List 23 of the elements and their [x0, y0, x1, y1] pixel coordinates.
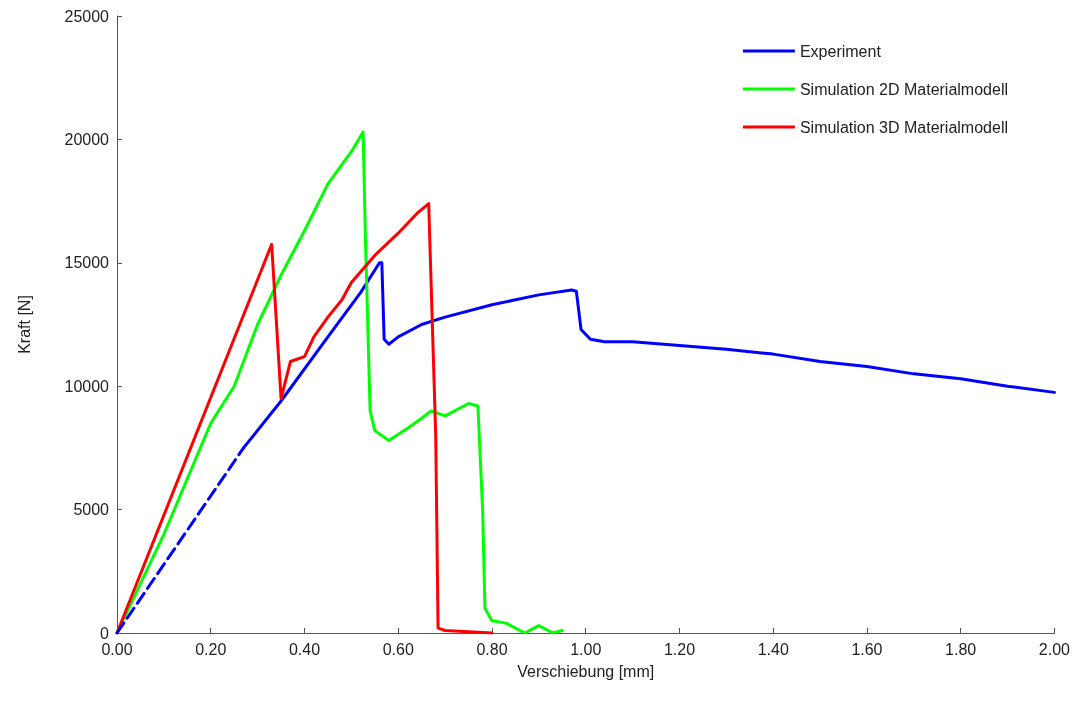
x-tick-label: 2.00: [1038, 640, 1071, 658]
x-tick-label: 0.60: [382, 640, 414, 658]
x-tick-label: 0.00: [101, 640, 133, 658]
y-tick-label: 15000: [64, 254, 110, 272]
x-tick-label: 0.20: [195, 640, 227, 658]
x-tick-label: 0.80: [476, 640, 508, 658]
y-tick-label: 25000: [64, 7, 110, 25]
x-tick-label: 1.20: [663, 640, 696, 658]
legend-label: Simulation 3D Materialmodell: [799, 118, 1009, 136]
x-tick-label: 1.80: [945, 640, 977, 658]
y-axis-title: Kraft [N]: [15, 295, 33, 354]
y-tick-label: 0: [100, 624, 110, 642]
x-tick-label: 1.60: [851, 640, 883, 658]
y-tick-label: 20000: [64, 130, 110, 148]
line-series: [115, 202, 494, 635]
legend-label: Simulation 2D Materialmodell: [799, 80, 1009, 98]
y-tick-label: 10000: [64, 377, 110, 395]
x-tick-label: 1.40: [757, 640, 789, 658]
x-tick-label: 1.00: [570, 640, 602, 658]
x-tick-label: 0.40: [288, 640, 321, 658]
y-tick-label: 5000: [73, 501, 110, 519]
x-axis-title: Verschiebung [mm]: [517, 662, 655, 680]
legend-label: Experiment: [799, 42, 882, 60]
